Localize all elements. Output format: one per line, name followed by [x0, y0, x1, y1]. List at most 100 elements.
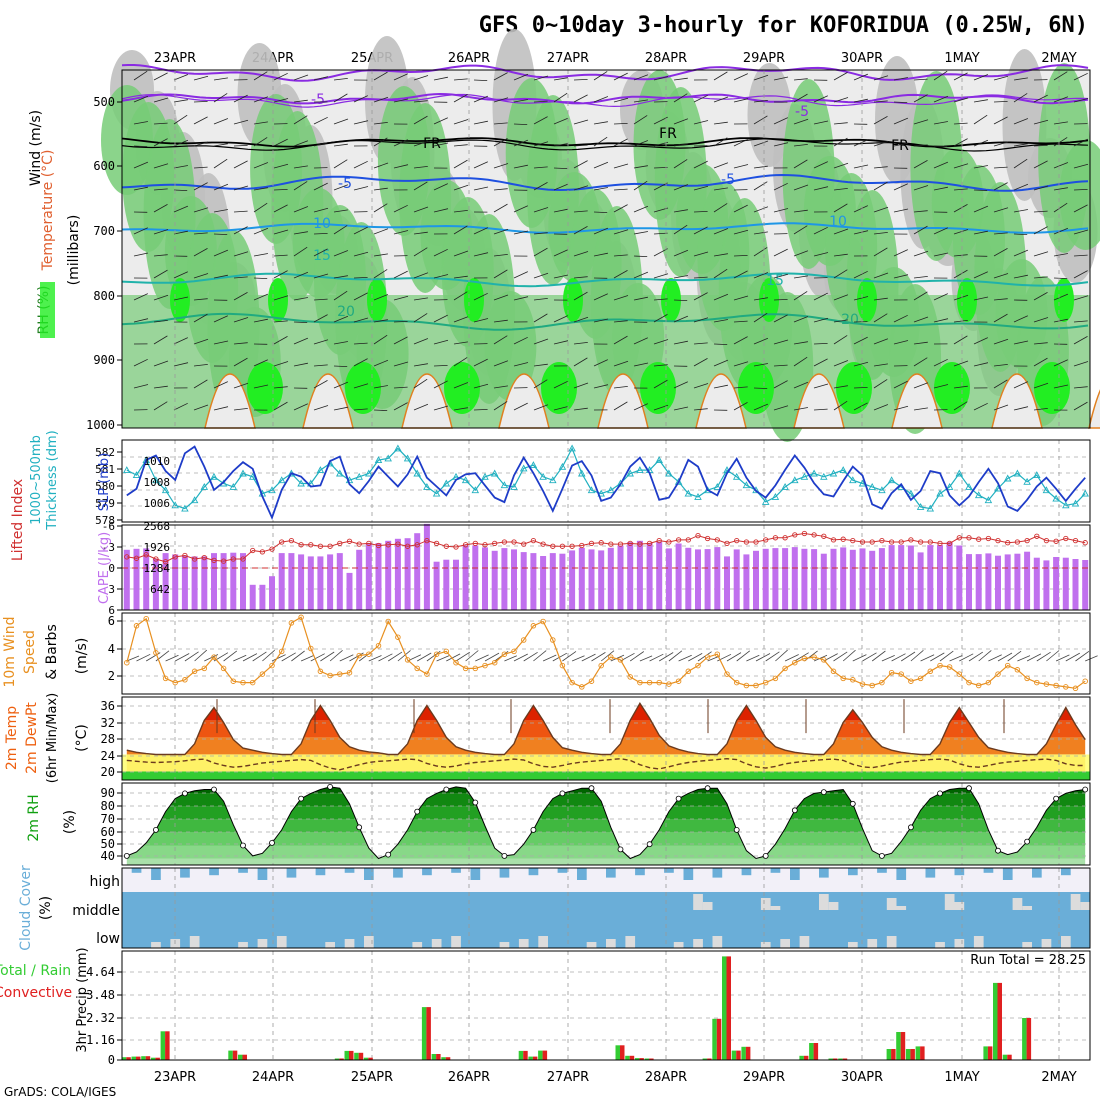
wind-barb: [313, 380, 328, 389]
wind10m-barb: [726, 652, 742, 662]
cloud-low-gap: [1061, 936, 1071, 948]
wind-barb: [1013, 209, 1028, 213]
wind-barb: [653, 379, 668, 389]
li-point: [579, 542, 585, 549]
wind-barb: [433, 339, 449, 345]
cloud-low-gap: [1041, 939, 1052, 948]
precip-convective-bar: [842, 1058, 848, 1060]
li-point: [385, 542, 391, 548]
wind-barb: [893, 249, 908, 257]
wind-barb: [533, 166, 548, 169]
thickness-point: [984, 496, 993, 504]
cloud-low-gap: [431, 939, 442, 948]
wind-barb: [813, 383, 829, 389]
cape-bar: [501, 548, 508, 610]
wind10m-point: [927, 668, 934, 675]
wind10m-barb: [600, 650, 615, 662]
wind-barb: [413, 272, 429, 279]
cape-bar: [317, 556, 324, 610]
wind-barb: [353, 226, 368, 235]
wind-barb: [393, 164, 409, 169]
wind-barb: [733, 336, 748, 345]
thickness-point: [684, 489, 693, 497]
wind10m-panel-frame: [121, 612, 1091, 695]
wind10m-point: [366, 651, 372, 657]
rh2m-point: [791, 807, 798, 814]
wind-barb: [993, 116, 1008, 125]
cloud-label-2: (%): [38, 896, 54, 920]
wind-barb: [933, 318, 949, 323]
precip-total-bar: [518, 1050, 524, 1060]
thickness-point: [1081, 489, 1089, 497]
wind10m-barb: [194, 649, 208, 662]
rh2m-point: [646, 841, 653, 848]
cloud-high-bar: [635, 868, 645, 876]
wind-barb: [833, 72, 848, 81]
wind-barb: [673, 299, 688, 301]
wind-barb: [1013, 274, 1028, 279]
cloud-high-bar: [1032, 868, 1042, 878]
rh2m-tick-label-3: 60: [101, 825, 115, 839]
wind10m-point: [153, 650, 159, 656]
wind-barb: [373, 71, 388, 81]
wind-barb: [893, 274, 909, 279]
thickness-point: [578, 469, 586, 477]
wind-barb: [1073, 229, 1089, 235]
wind10m-point: [162, 675, 169, 682]
wind-barb: [953, 360, 969, 367]
rh2m-point: [1053, 795, 1059, 802]
cloud-low-gap: [1022, 942, 1032, 948]
cape-bar: [869, 550, 876, 610]
wind-barb: [653, 314, 668, 323]
wind-barb: [673, 381, 688, 389]
wind-barb: [913, 160, 928, 169]
wind-barb: [753, 165, 768, 169]
wind10m-point: [762, 679, 769, 686]
wind-barb: [373, 334, 388, 345]
wind10m-point: [627, 674, 633, 680]
thickness-point: [568, 444, 576, 452]
li-point: [685, 537, 691, 543]
cloud-high-bar: [877, 868, 887, 873]
li-point: [898, 539, 904, 545]
wind-barb: [813, 317, 829, 323]
wind-barb: [813, 358, 828, 367]
cloud-low-gap: [886, 936, 897, 948]
precip-total-bar: [141, 1056, 146, 1060]
wind10m-point: [1072, 685, 1079, 692]
li-point: [946, 540, 953, 547]
cloud-low-gap: [499, 942, 510, 948]
cloud-low-gap: [848, 942, 858, 948]
li-point: [743, 539, 750, 545]
precip-convective-bar: [910, 1049, 915, 1060]
wind-barb: [993, 166, 1008, 169]
cloud-high-bar: [606, 868, 616, 878]
cape-bar: [636, 540, 643, 610]
contour-minus5-b: [121, 93, 1089, 108]
cape-bar: [782, 548, 789, 610]
wind10m-point: [540, 618, 546, 625]
wind-barb: [173, 230, 188, 235]
wind-barb: [713, 268, 728, 279]
thickness-point: [1013, 469, 1022, 477]
wind-barb: [933, 145, 948, 147]
wind-barb: [793, 78, 808, 81]
cloud-high-bar: [422, 868, 432, 876]
wind-barb: [1033, 382, 1049, 389]
thickness-point: [907, 489, 915, 497]
wind-barb: [153, 360, 169, 367]
wind-barb: [1053, 293, 1069, 301]
wind-barb: [933, 252, 949, 257]
wind-barb: [353, 277, 368, 279]
cloud-mid-gap: [944, 894, 955, 910]
cape-bar: [695, 549, 701, 610]
cloud-low-gap: [189, 936, 200, 948]
li-point: [753, 539, 759, 545]
wind10m-point: [801, 655, 808, 662]
wind10m-barb: [329, 649, 343, 662]
wind10m-barb: [668, 650, 683, 662]
li-point: [859, 539, 866, 545]
wind-barb: [633, 362, 649, 367]
wind-barb: [913, 276, 928, 279]
wind-barb: [453, 250, 469, 257]
